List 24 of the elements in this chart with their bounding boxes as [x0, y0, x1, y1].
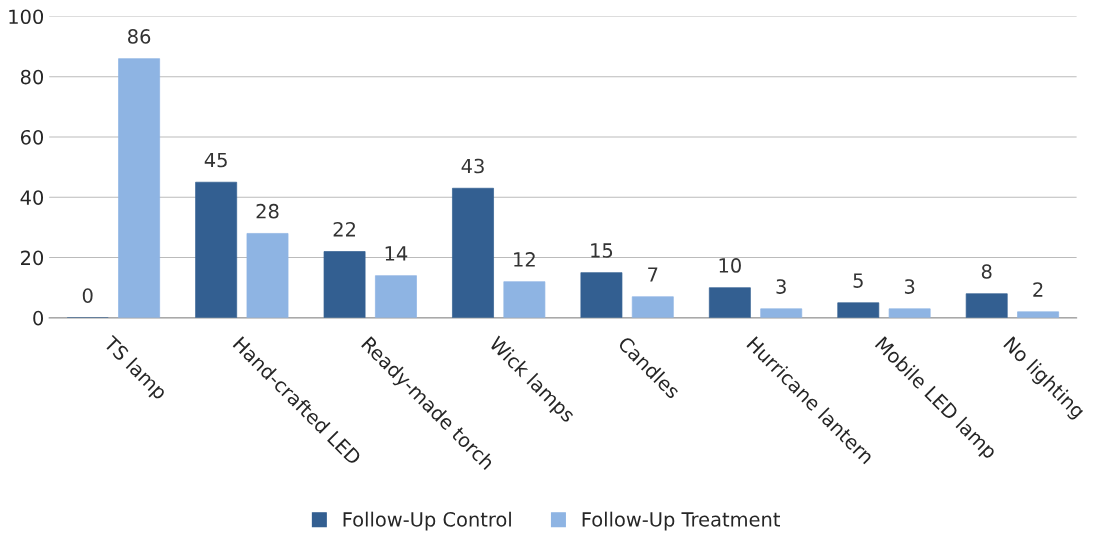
legend-label: Follow-Up Control — [343, 511, 511, 531]
data-label: 3 — [904, 279, 915, 294]
data-label: 14 — [385, 246, 408, 261]
data-label: 28 — [256, 203, 279, 219]
y-tick-label: 100 — [9, 9, 44, 25]
data-label: 43 — [461, 158, 484, 174]
data-label: 45 — [204, 152, 227, 168]
y-tick-label: 80 — [20, 69, 44, 85]
data-label: 3 — [776, 279, 786, 294]
y-tick-label: 60 — [20, 129, 44, 145]
data-label: 10 — [719, 258, 741, 273]
data-label: 2 — [1033, 282, 1043, 297]
data-label: 5 — [853, 273, 863, 288]
data-label: 15 — [591, 243, 613, 258]
data-label: 7 — [648, 267, 658, 282]
legend-label: Follow-Up Treatment — [582, 511, 780, 531]
data-label: 86 — [128, 29, 151, 44]
data-label: 0 — [82, 288, 93, 303]
y-tick-label: 20 — [21, 250, 44, 266]
y-tick-label: 40 — [20, 190, 44, 205]
data-label: 12 — [514, 252, 535, 267]
y-tick-label: 0 — [33, 310, 44, 326]
data-label: 22 — [333, 221, 355, 237]
data-label: 8 — [981, 264, 992, 279]
